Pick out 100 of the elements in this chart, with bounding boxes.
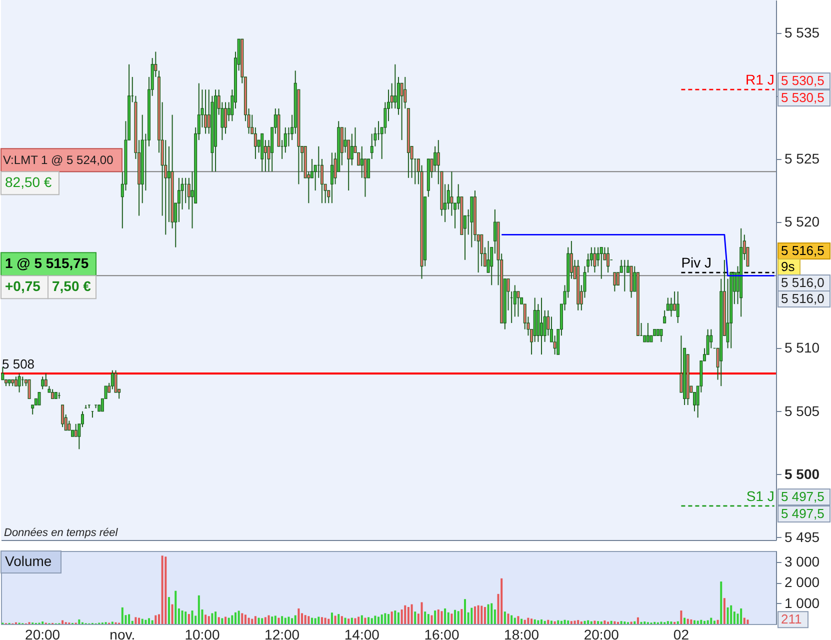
bar — [547, 620, 550, 624]
x-tick-label: 18:00 — [504, 626, 540, 640]
bar — [710, 618, 712, 624]
bar — [557, 620, 560, 624]
bar — [517, 616, 520, 624]
bar — [378, 616, 380, 624]
candlestick — [540, 297, 544, 356]
bar — [241, 613, 244, 624]
candlestick — [224, 102, 228, 134]
y-tick-label: 1 000 — [784, 594, 820, 611]
bar — [564, 620, 566, 624]
candlestick — [670, 297, 673, 318]
candlestick — [516, 290, 520, 318]
series-label: S1 J — [746, 488, 774, 504]
annotation: Données en temps réel — [4, 527, 118, 539]
bar — [477, 605, 480, 624]
candlestick — [434, 146, 437, 172]
candlestick — [394, 64, 397, 110]
bar — [510, 615, 513, 624]
bar — [740, 608, 742, 624]
candlestick — [613, 272, 616, 292]
bar — [527, 618, 530, 624]
ref-line-label: 5 508 — [2, 356, 35, 372]
bar — [567, 620, 570, 624]
bar — [450, 614, 453, 624]
candlestick — [660, 328, 663, 342]
bar — [291, 618, 294, 624]
bar — [181, 610, 184, 624]
bar — [144, 620, 147, 624]
bar — [274, 616, 276, 624]
y-tick-label: 5 525 — [784, 150, 820, 166]
candlestick — [28, 379, 31, 400]
bar — [410, 604, 413, 624]
bar — [204, 614, 207, 624]
bar — [694, 620, 696, 624]
bar — [338, 614, 340, 624]
bar — [388, 614, 390, 624]
bar — [554, 621, 556, 624]
bar — [713, 620, 716, 624]
candlestick — [593, 246, 596, 274]
bar — [380, 614, 383, 624]
bar — [244, 614, 246, 624]
y-tick-label: 5 535 — [784, 24, 820, 40]
bar — [680, 610, 682, 624]
bar — [610, 620, 612, 624]
bar — [224, 616, 227, 624]
bar — [121, 607, 124, 624]
bar — [424, 612, 426, 624]
bar — [690, 619, 692, 624]
bar — [420, 602, 423, 624]
bar — [174, 590, 177, 624]
bar — [397, 612, 400, 624]
bar — [460, 609, 463, 624]
bar — [154, 615, 157, 624]
bar — [530, 618, 533, 624]
bar — [534, 619, 536, 624]
candlestick — [600, 246, 603, 280]
bar — [430, 615, 433, 624]
bar — [138, 618, 140, 624]
bar — [248, 618, 250, 624]
bar — [231, 615, 234, 624]
y-tick-label: 5 505 — [784, 402, 820, 419]
bar — [284, 618, 286, 624]
bar — [298, 608, 300, 624]
annotation: 7,50 € — [52, 278, 92, 294]
bar — [151, 620, 154, 624]
x-tick-label: 02 — [673, 626, 690, 640]
bar — [324, 618, 326, 624]
x-tick-label: 14:00 — [344, 626, 380, 640]
candlestick — [1, 366, 4, 380]
bar — [560, 620, 562, 624]
bar — [258, 618, 260, 624]
candlestick — [167, 146, 170, 223]
bar — [370, 618, 373, 624]
candlestick — [44, 372, 48, 387]
candlestick — [450, 171, 454, 216]
candlestick — [51, 388, 54, 400]
bar — [570, 621, 572, 624]
y-tick-label: 5 500 — [784, 466, 820, 482]
bar — [128, 614, 130, 624]
bar — [261, 618, 264, 624]
bar — [684, 618, 686, 624]
bar — [743, 618, 746, 624]
bar — [251, 618, 254, 624]
series-label: R1 J — [746, 72, 774, 88]
bar — [703, 620, 706, 624]
bar — [374, 616, 376, 624]
bar — [634, 621, 636, 624]
bar — [288, 616, 290, 624]
x-tick-label: 12:00 — [264, 626, 300, 640]
bar — [78, 619, 80, 624]
bar — [590, 621, 592, 624]
bar — [514, 618, 516, 624]
bar — [544, 620, 546, 624]
text: 5 516,0 — [781, 291, 824, 306]
bar — [597, 621, 600, 624]
candlestick — [646, 322, 650, 342]
bar — [161, 556, 164, 624]
text: 5 530,5 — [781, 90, 824, 105]
bar — [334, 616, 336, 624]
